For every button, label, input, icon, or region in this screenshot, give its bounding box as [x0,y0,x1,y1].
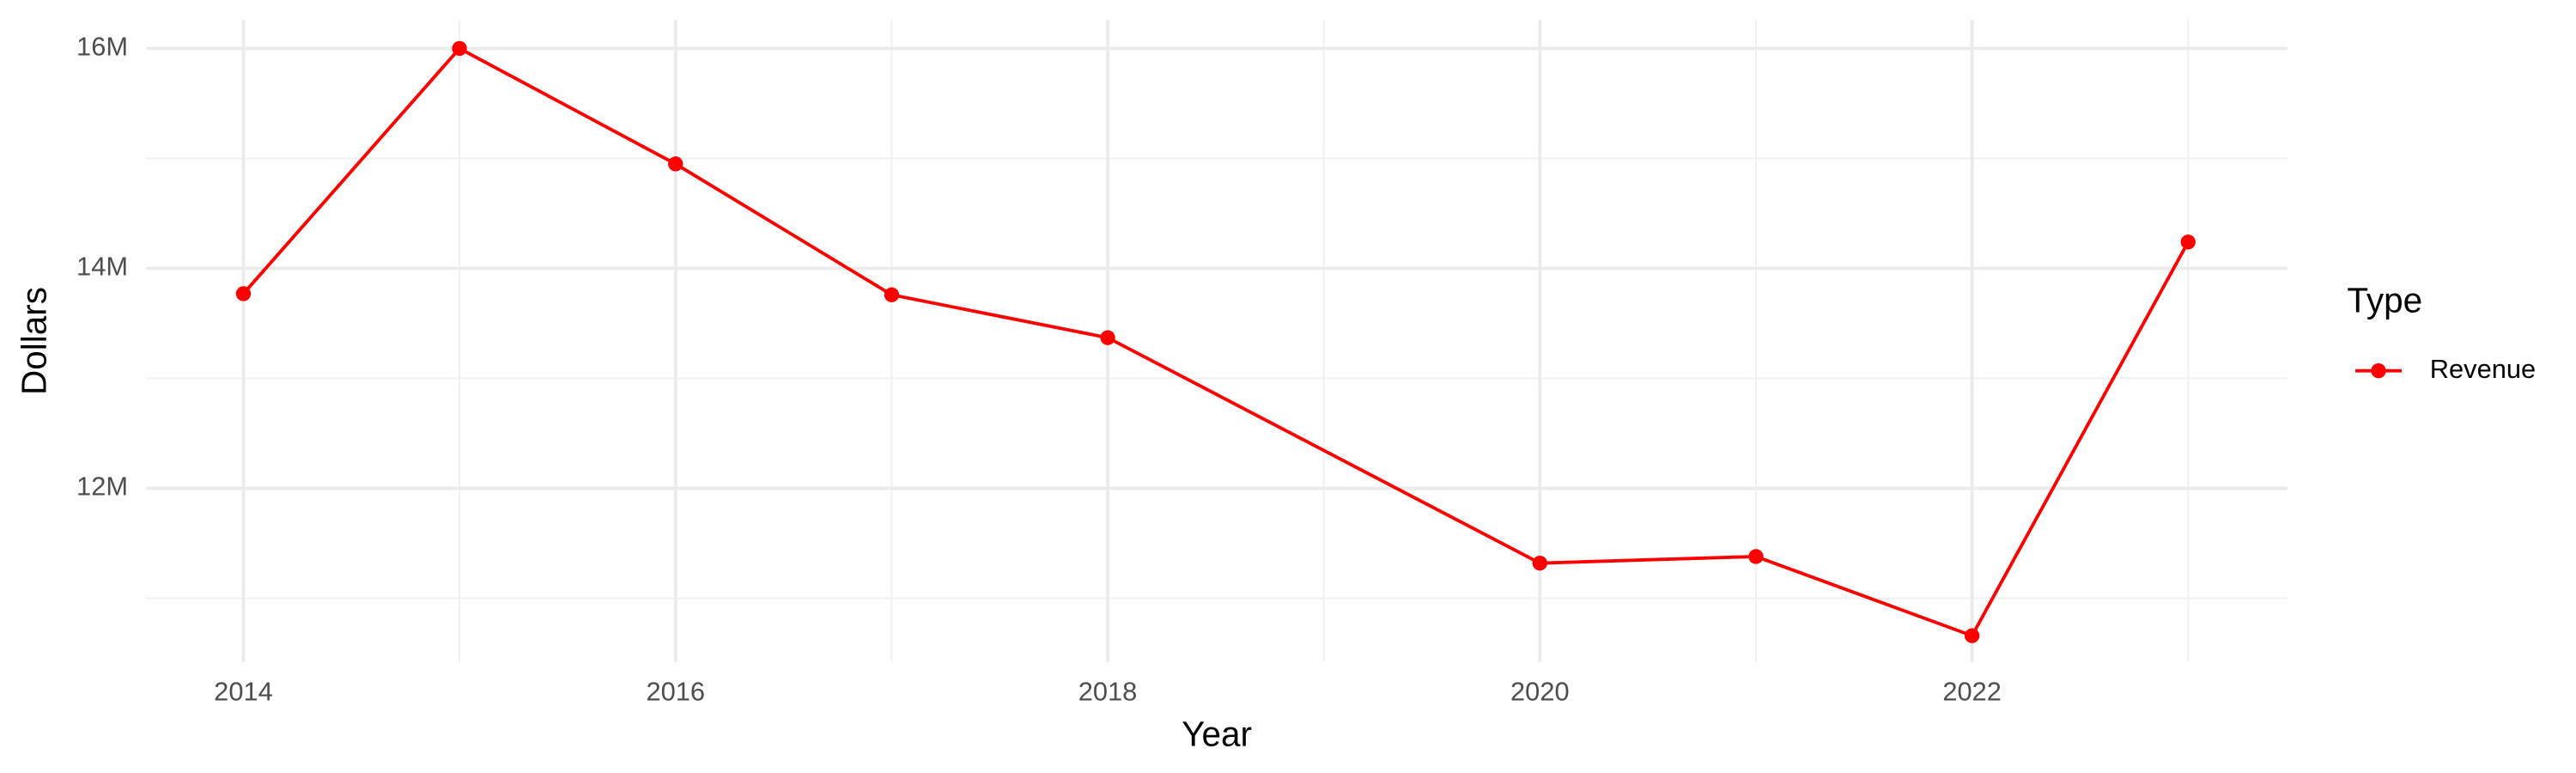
x-axis-title: Year [1182,714,1252,753]
y-axis-title: Dollars [15,287,54,395]
y-tick-label: 16M [76,32,128,62]
legend-point [2371,363,2386,379]
point [884,287,900,302]
line [242,46,2190,638]
point [1532,555,1548,571]
x-tick-label: 2016 [646,677,705,707]
x-tick-label: 2020 [1510,677,1570,707]
point [452,40,467,57]
point [2180,234,2196,250]
x-tick-label: 2014 [214,677,273,707]
legend-label: Revenue [2430,354,2536,384]
legend-title: Type [2347,280,2422,320]
point [1100,330,1115,345]
x-tick-label: 2018 [1078,677,1138,707]
point [1964,628,1980,643]
y-tick-label: 14M [76,252,128,282]
point [668,156,683,172]
y-tick-label: 12M [76,472,128,502]
x-tick-label: 2022 [1942,677,2002,707]
point [235,286,252,301]
point [1748,549,1764,564]
